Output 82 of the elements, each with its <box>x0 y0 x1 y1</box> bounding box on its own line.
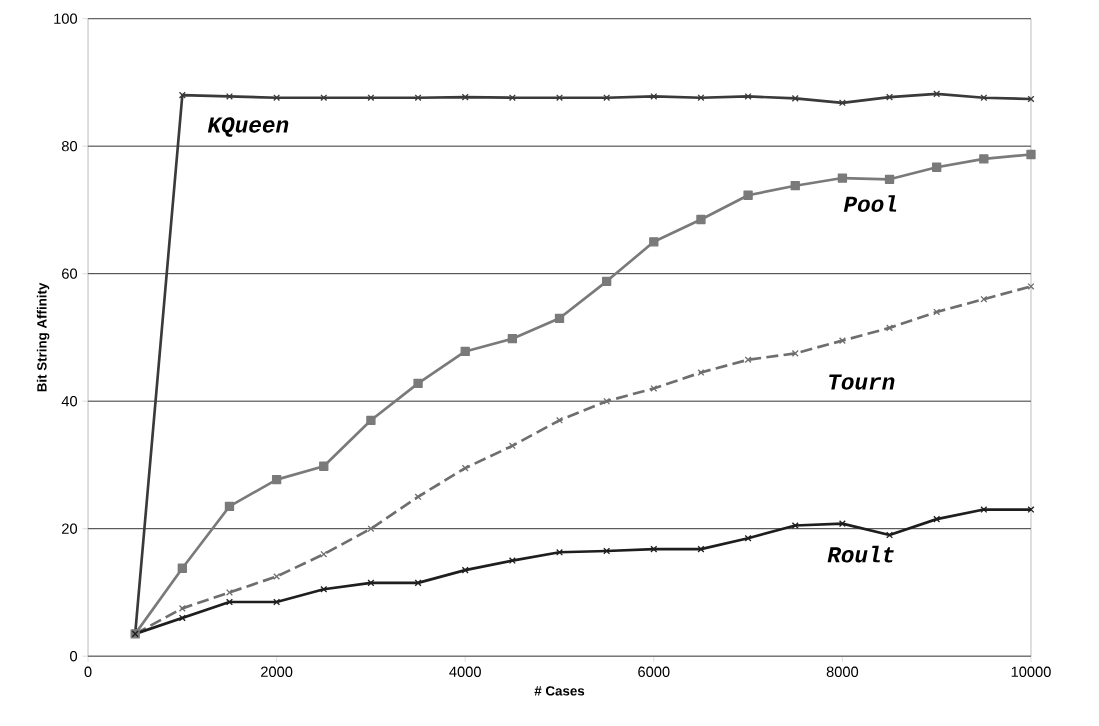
point <box>273 94 281 102</box>
point <box>743 190 753 201</box>
point <box>697 94 705 102</box>
x-tick-label: 8000 <box>826 666 859 678</box>
x-tick-label: 2000 <box>261 666 293 678</box>
point <box>366 415 376 426</box>
point <box>556 94 564 102</box>
point <box>744 93 752 101</box>
point <box>413 378 423 389</box>
y-tick-label: 100 <box>54 13 78 25</box>
point <box>697 369 705 377</box>
point <box>461 93 469 101</box>
point <box>933 90 941 98</box>
point <box>1027 283 1035 291</box>
point <box>273 598 281 606</box>
point <box>414 579 422 587</box>
point <box>508 442 516 450</box>
x-tick-label: 0 <box>84 666 92 678</box>
y-tick-label: 20 <box>62 523 78 535</box>
point <box>603 397 611 405</box>
point <box>791 522 799 530</box>
point <box>791 95 799 103</box>
point <box>508 94 516 102</box>
point <box>414 94 422 102</box>
point <box>790 181 800 191</box>
point <box>225 598 233 606</box>
point <box>556 548 564 556</box>
point <box>177 563 187 574</box>
point <box>744 356 752 364</box>
point <box>508 557 516 565</box>
x-tick-label: 4000 <box>449 666 481 678</box>
point <box>649 237 659 247</box>
point <box>414 493 422 501</box>
y-tick-label: 60 <box>62 268 78 280</box>
point <box>224 501 235 512</box>
point <box>367 94 375 102</box>
point <box>461 566 469 574</box>
point <box>178 91 186 99</box>
x-tick-label: 6000 <box>638 666 670 678</box>
y-tick-label: 0 <box>70 651 78 662</box>
point <box>980 94 988 102</box>
series-label: Tourn <box>829 374 895 390</box>
y-tick-label: 80 <box>61 141 78 152</box>
point <box>319 461 329 472</box>
point <box>650 385 658 393</box>
y-tick-label: 40 <box>61 396 78 407</box>
point <box>932 162 942 173</box>
point <box>886 324 894 332</box>
point <box>507 334 518 344</box>
point <box>650 545 658 553</box>
point <box>603 94 611 102</box>
x-tick-label: 10000 <box>1011 666 1051 678</box>
point <box>601 276 612 287</box>
point <box>554 313 565 324</box>
point <box>744 534 752 542</box>
point <box>178 614 186 622</box>
point <box>650 93 658 101</box>
point <box>837 173 848 183</box>
point <box>980 506 988 514</box>
point <box>273 573 281 581</box>
point <box>460 347 470 357</box>
point <box>791 350 799 358</box>
point <box>367 525 375 533</box>
point <box>696 215 706 225</box>
series-label: Pool <box>843 195 897 213</box>
series-label: Roult <box>827 546 894 563</box>
point <box>603 547 611 555</box>
point <box>838 99 846 107</box>
point <box>884 174 895 185</box>
point <box>933 515 941 523</box>
point <box>461 464 469 472</box>
point <box>271 475 282 485</box>
x-axis-title: # Cases <box>534 686 585 696</box>
point <box>933 308 941 316</box>
point <box>886 531 894 539</box>
series-label: KQueen <box>207 117 289 138</box>
point <box>1026 150 1036 160</box>
point <box>1027 506 1035 514</box>
point <box>886 93 894 101</box>
point <box>556 417 564 425</box>
point <box>979 154 989 164</box>
y-axis-title: Bit String Affinity <box>36 282 50 392</box>
